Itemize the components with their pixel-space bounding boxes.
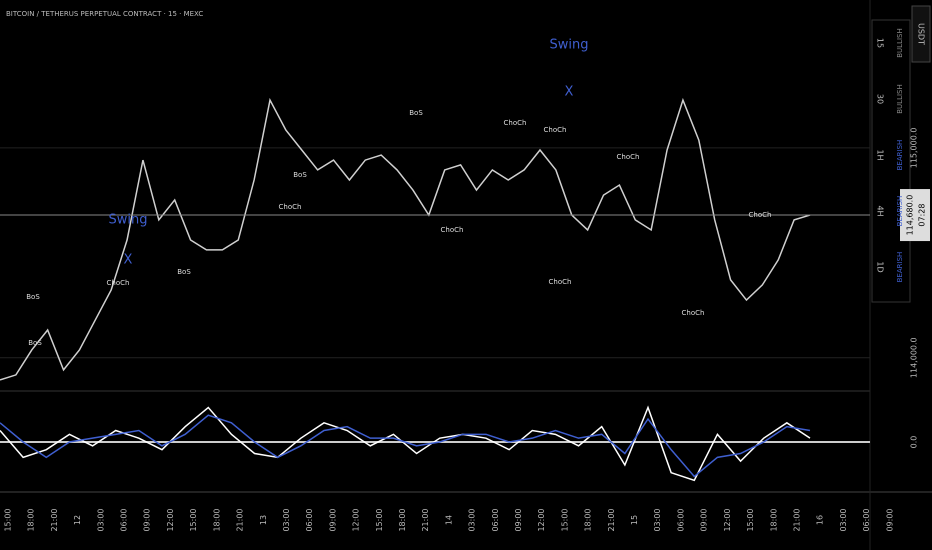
x-tick-label: 06:00 <box>120 508 129 531</box>
countdown: 07:28 <box>918 204 927 227</box>
timeframe: 1D <box>876 261 885 272</box>
x-tick-label: 12:00 <box>723 508 732 531</box>
x-tick-label: 14 <box>444 515 453 525</box>
x-tick-label: 16 <box>816 515 825 525</box>
x-tick-label: 06:00 <box>676 508 685 531</box>
annotation: ChoCh <box>107 279 130 287</box>
x-tick-label: 21:00 <box>236 508 245 531</box>
x-tick-label: 03:00 <box>96 508 105 531</box>
x-tick-label: 12:00 <box>166 508 175 531</box>
x-tick-label: 09:00 <box>143 508 152 531</box>
annotation: BoS <box>293 171 307 179</box>
trend-status: BEARISH <box>896 252 904 283</box>
x-tick-label: 09:00 <box>328 508 337 531</box>
x-tick-label: 21:00 <box>607 508 616 531</box>
annotation: X <box>565 85 574 100</box>
trend-table <box>871 19 911 303</box>
x-tick-label: 21:00 <box>50 508 59 531</box>
unit-label: USDT <box>917 23 926 45</box>
trend-status: BULLISH <box>896 28 904 58</box>
trend-status: BEARISH <box>896 196 904 227</box>
annotation: ChoCh <box>441 226 464 234</box>
annotation: Swing <box>109 213 148 228</box>
annotation: Swing <box>550 38 589 53</box>
x-tick-label: 03:00 <box>282 508 291 531</box>
x-tick-label: 12:00 <box>352 508 361 531</box>
x-tick-label: 12 <box>73 515 82 525</box>
last-price-box <box>900 189 930 242</box>
x-tick-label: 03:00 <box>839 508 848 531</box>
last-price-label: 114,680.0 <box>906 195 915 236</box>
annotation: ChoCh <box>682 309 705 317</box>
x-tick-label: 09:00 <box>514 508 523 531</box>
timeframe: 1H <box>876 149 885 160</box>
annotation: BoS <box>177 268 191 276</box>
series-line <box>0 414 811 478</box>
annotation: ChoCh <box>279 203 302 211</box>
chart-title: BITCOIN / TETHERUS PERPETUAL CONTRACT · … <box>6 10 203 18</box>
x-tick-label: 18:00 <box>398 508 407 531</box>
x-tick-label: 15:00 <box>746 508 755 531</box>
x-tick-label: 13 <box>259 515 268 525</box>
annotation: ChoCh <box>617 153 640 161</box>
trend-status: BULLISH <box>896 84 904 114</box>
timeframe: 15 <box>876 38 885 48</box>
x-tick-label: 21:00 <box>421 508 430 531</box>
x-tick-label: 03:00 <box>468 508 477 531</box>
y-tick-label: 115,000.0 <box>910 128 919 169</box>
y-tick-label: 0.0 <box>910 436 919 449</box>
x-tick-label: 15:00 <box>375 508 384 531</box>
trend-status: BEARISH <box>896 140 904 171</box>
x-tick-label: 18:00 <box>769 508 778 531</box>
x-tick-label: 18:00 <box>27 508 36 531</box>
x-tick-label: 09:00 <box>700 508 709 531</box>
x-tick-label: 18:00 <box>584 508 593 531</box>
annotation: ChoCh <box>544 126 567 134</box>
x-tick-label: 06:00 <box>491 508 500 531</box>
annotation: BoS <box>26 293 40 301</box>
x-tick-label: 21:00 <box>792 508 801 531</box>
annotation: BoS <box>409 109 423 117</box>
series-line <box>0 405 811 482</box>
x-tick-label: 15:00 <box>189 508 198 531</box>
x-tick-label: 06:00 <box>862 508 871 531</box>
timeframe: 4H <box>876 205 885 216</box>
x-tick-label: 12:00 <box>537 508 546 531</box>
y-tick-label: 114,000.0 <box>910 337 919 378</box>
timeframe: 30 <box>876 94 885 104</box>
annotation: ChoCh <box>504 119 527 127</box>
x-tick-label: 15 <box>630 515 639 525</box>
x-tick-label: 18:00 <box>212 508 221 531</box>
annotation: ChoCh <box>549 278 572 286</box>
series-line <box>0 97 811 381</box>
x-tick-label: 15:00 <box>4 508 13 531</box>
x-tick-label: 03:00 <box>653 508 662 531</box>
annotation: ChoCh <box>749 211 772 219</box>
x-tick-label: 06:00 <box>305 508 314 531</box>
x-tick-label: 15:00 <box>560 508 569 531</box>
annotation: BoS <box>28 339 42 347</box>
unit-box <box>911 5 931 63</box>
x-tick-label: 09:00 <box>885 508 894 531</box>
annotation: X <box>124 253 133 268</box>
